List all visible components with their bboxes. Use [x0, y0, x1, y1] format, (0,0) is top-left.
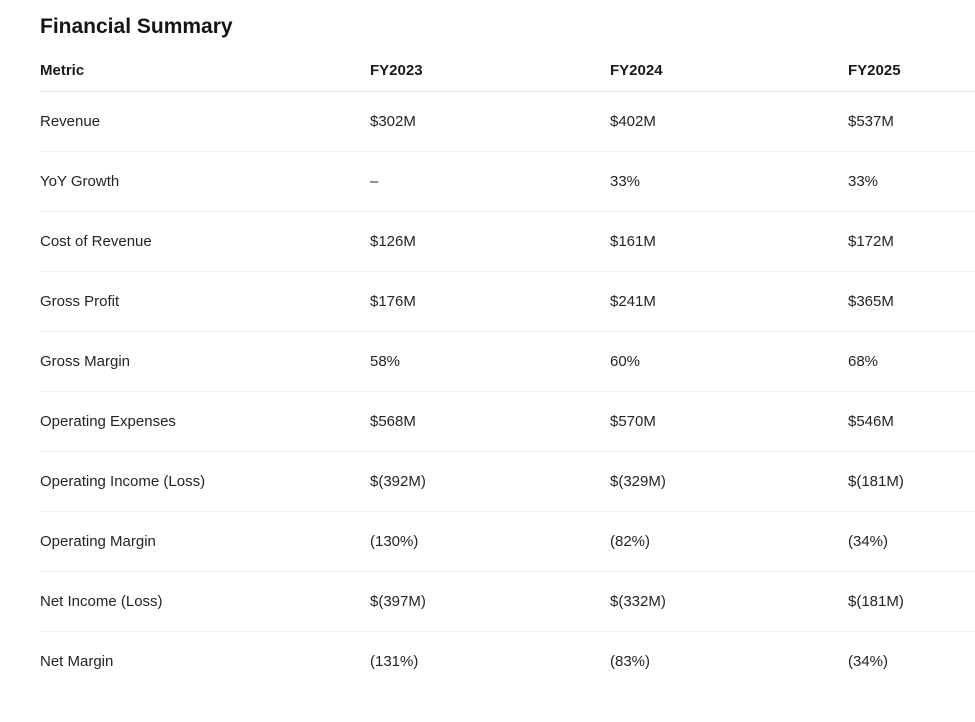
financial-summary-table: Metric FY2023 FY2024 FY2025 Revenue $302…: [40, 48, 975, 692]
table-row: Operating Expenses $568M $570M $546M: [40, 391, 975, 452]
value-fy2025: $365M: [848, 271, 975, 332]
value-fy2025: (34%): [848, 653, 889, 671]
value-fy2025: $(181M): [848, 451, 975, 512]
value-fy2025: (34%): [848, 511, 975, 572]
table-row: Gross Margin 58% 60% 68%: [40, 331, 975, 392]
value-fy2024: $241M: [610, 271, 848, 332]
value-fy2023: (130%): [370, 511, 610, 572]
metric-label: Cost of Revenue: [40, 211, 370, 272]
value-fy2024: 60%: [610, 331, 848, 392]
value-fy2024: $(332M): [610, 571, 848, 632]
table-row: Revenue $302M $402M $537M: [40, 91, 975, 152]
metric-label: Gross Margin: [40, 331, 370, 392]
metric-label: Net Margin: [40, 653, 114, 671]
page: Financial Summary Metric FY2023 FY2024 F…: [40, 15, 975, 692]
value-fy2023: $176M: [370, 271, 610, 332]
metric-label: Revenue: [40, 91, 370, 152]
table-row: YoY Growth – 33% 33%: [40, 151, 975, 212]
page-title: Financial Summary: [40, 15, 233, 38]
value-fy2023: $302M: [370, 91, 610, 152]
metric-label: Operating Income (Loss): [40, 451, 370, 512]
metric-label: Net Income (Loss): [40, 571, 370, 632]
value-fy2025: $537M: [848, 91, 975, 152]
header-row: Metric FY2023 FY2024 FY2025: [40, 48, 975, 92]
table-row: Cost of Revenue $126M $161M $172M: [40, 211, 975, 272]
value-fy2023: –: [370, 151, 610, 212]
value-fy2025: 68%: [848, 331, 975, 392]
column-header-fy2024: FY2024: [610, 48, 848, 92]
metric-label: Operating Margin: [40, 511, 370, 572]
table-body: Revenue $302M $402M $537M YoY Growth – 3…: [40, 91, 975, 692]
column-header-metric: Metric: [40, 48, 370, 92]
metric-label: YoY Growth: [40, 151, 370, 212]
value-fy2023: $126M: [370, 211, 610, 272]
table-row: Operating Income (Loss) $(392M) $(329M) …: [40, 451, 975, 512]
value-fy2025: $172M: [848, 211, 975, 272]
value-fy2025: 33%: [848, 151, 975, 212]
metric-label: Operating Expenses: [40, 391, 370, 452]
value-fy2024: $570M: [610, 391, 848, 452]
table-row: Net Margin (131%) (83%) (34%): [40, 632, 975, 692]
value-fy2024: $402M: [610, 91, 848, 152]
value-fy2025: $(181M): [848, 571, 975, 632]
value-fy2025: $546M: [848, 391, 975, 452]
table-header: Metric FY2023 FY2024 FY2025: [40, 48, 975, 92]
column-header-fy2025: FY2025: [848, 48, 975, 92]
value-fy2024: $(329M): [610, 451, 848, 512]
value-fy2024: $161M: [610, 211, 848, 272]
table-row: Operating Margin (130%) (82%) (34%): [40, 511, 975, 572]
value-fy2023: $(392M): [370, 451, 610, 512]
table-row: Net Income (Loss) $(397M) $(332M) $(181M…: [40, 571, 975, 632]
column-header-fy2023: FY2023: [370, 48, 610, 92]
value-fy2023: $568M: [370, 391, 610, 452]
value-fy2024: (82%): [610, 511, 848, 572]
table-row: Gross Profit $176M $241M $365M: [40, 271, 975, 332]
metric-label: Gross Profit: [40, 271, 370, 332]
value-fy2024: (83%): [610, 653, 651, 671]
value-fy2023: (131%): [370, 653, 419, 671]
value-fy2023: $(397M): [370, 571, 610, 632]
value-fy2024: 33%: [610, 151, 848, 212]
value-fy2023: 58%: [370, 331, 610, 392]
